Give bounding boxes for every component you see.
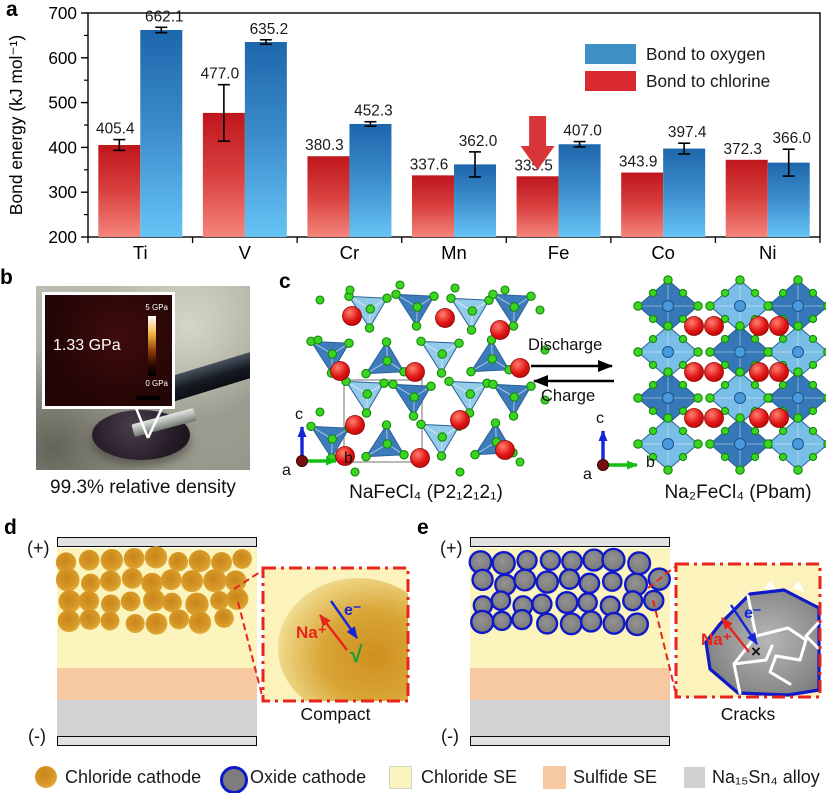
svg-text:Fe: Fe — [548, 242, 570, 263]
svg-text:407.0: 407.0 — [563, 123, 602, 140]
svg-text:372.3: 372.3 — [723, 141, 762, 158]
svg-text:366.0: 366.0 — [772, 130, 811, 147]
panel-a-label: a — [6, 0, 18, 21]
axis-b-left: b — [344, 450, 353, 467]
e-positive-terminal: (+) — [440, 538, 463, 558]
svg-text:500: 500 — [48, 93, 77, 113]
axis-a-left: a — [282, 462, 291, 479]
svg-text:Bond to chlorine: Bond to chlorine — [646, 71, 770, 91]
svg-text:Ni: Ni — [759, 242, 776, 263]
bottom-legend: Chloride cathode Oxide cathode Chloride … — [0, 758, 826, 793]
svg-text:600: 600 — [48, 48, 77, 68]
modulus-value: 1.33 GPa — [53, 337, 121, 354]
svg-text:452.3: 452.3 — [354, 103, 393, 120]
svg-text:397.4: 397.4 — [668, 124, 707, 141]
axis-a-right: a — [583, 466, 592, 483]
svg-text:Ti: Ti — [133, 242, 148, 263]
chloride-cathode-legend-label: Chloride cathode — [65, 767, 202, 787]
alloy-anode-layer — [470, 700, 670, 736]
e-cross-mark: × — [751, 642, 761, 661]
axis-c-right: c — [596, 410, 604, 427]
e-negative-terminal: (-) — [441, 726, 459, 746]
alloy-legend-label: Na₁₅Sn₄ alloy — [712, 767, 820, 787]
compact-caption: Compact — [300, 704, 371, 724]
svg-text:700: 700 — [48, 3, 77, 23]
cathode-schematic-overlay — [55, 546, 822, 703]
svg-text:200: 200 — [48, 227, 77, 247]
d-negative-terminal: (-) — [28, 726, 46, 746]
svg-text:V: V — [239, 242, 252, 263]
svg-text:Co: Co — [651, 242, 675, 263]
axis-c-left: c — [295, 406, 303, 423]
chloride-cathode-swatch — [35, 766, 57, 788]
positive-electrode — [470, 537, 670, 547]
left-formula: NaFeCl₄ (P2₁2₁2₁) — [349, 482, 503, 503]
svg-text:Cr: Cr — [340, 242, 360, 263]
bond-energy-bar-chart: 200 300 400 500 600 700 Bond energy (kJ mol⁻¹)… — [6, 3, 821, 263]
panel-e-label: e — [417, 516, 429, 539]
sulfide-se-legend-label: Sulfide SE — [573, 767, 658, 787]
pellet-photo: 1.33 GPa 5 GPa 0 GPa — [36, 286, 250, 470]
right-formula: Na₂FeCl₄ (Pbam) — [664, 482, 812, 503]
svg-text:400: 400 — [48, 137, 77, 157]
d-positive-terminal: (+) — [27, 538, 50, 558]
negative-electrode — [57, 736, 257, 746]
discharge-label: Discharge — [528, 336, 603, 354]
svg-text:343.9: 343.9 — [619, 154, 658, 171]
oxide-cathode-legend-label: Oxide cathode — [250, 767, 367, 787]
colorbar-max-label: 5 GPa — [145, 303, 168, 312]
cracks-caption: Cracks — [720, 704, 776, 724]
panel-b-label: b — [0, 266, 13, 289]
modulus-colorbar — [148, 316, 156, 376]
e-electron-label: e⁻ — [744, 605, 762, 622]
panel-c-label: c — [279, 270, 291, 293]
svg-text:635.2: 635.2 — [250, 21, 289, 38]
axis-b-right: b — [646, 454, 655, 471]
alloy-anode-layer — [57, 700, 257, 736]
colorbar-min-label: 0 GPa — [145, 379, 168, 388]
svg-text:Mn: Mn — [441, 242, 467, 263]
e-na-ion-label: Na⁺ — [701, 630, 732, 649]
svg-text:337.6: 337.6 — [410, 156, 449, 173]
svg-text:Bond to oxygen: Bond to oxygen — [646, 44, 765, 64]
svg-text:Bond energy (kJ mol⁻¹): Bond energy (kJ mol⁻¹) — [6, 35, 26, 215]
panel-d-label: d — [4, 516, 17, 539]
negative-electrode — [470, 736, 670, 746]
scale-bar — [136, 396, 160, 400]
svg-text:362.0: 362.0 — [459, 133, 498, 150]
svg-text:477.0: 477.0 — [201, 66, 240, 83]
d-na-ion-label: Na⁺ — [296, 623, 327, 642]
d-electron-label: e⁻ — [344, 602, 362, 619]
charge-label: Charge — [541, 387, 596, 405]
chloride-se-legend-label: Chloride SE — [421, 767, 518, 787]
modulus-map-inset: 1.33 GPa 5 GPa 0 GPa — [42, 292, 175, 409]
inset-pointer — [134, 407, 164, 439]
svg-text:662.1: 662.1 — [145, 8, 184, 25]
oxide-cathode-swatch — [220, 766, 248, 793]
sulfide-se-layer — [470, 668, 670, 700]
svg-text:405.4: 405.4 — [96, 121, 135, 138]
svg-text:300: 300 — [48, 182, 77, 202]
sulfide-se-layer — [57, 668, 257, 700]
d-check-mark: √ — [350, 641, 363, 667]
crystal-structures — [296, 275, 826, 477]
svg-text:380.3: 380.3 — [305, 137, 344, 154]
chloride-se-swatch — [389, 766, 412, 789]
sulfide-se-swatch — [543, 766, 566, 789]
alloy-swatch — [684, 767, 705, 788]
density-caption: 99.3% relative density — [50, 477, 236, 498]
